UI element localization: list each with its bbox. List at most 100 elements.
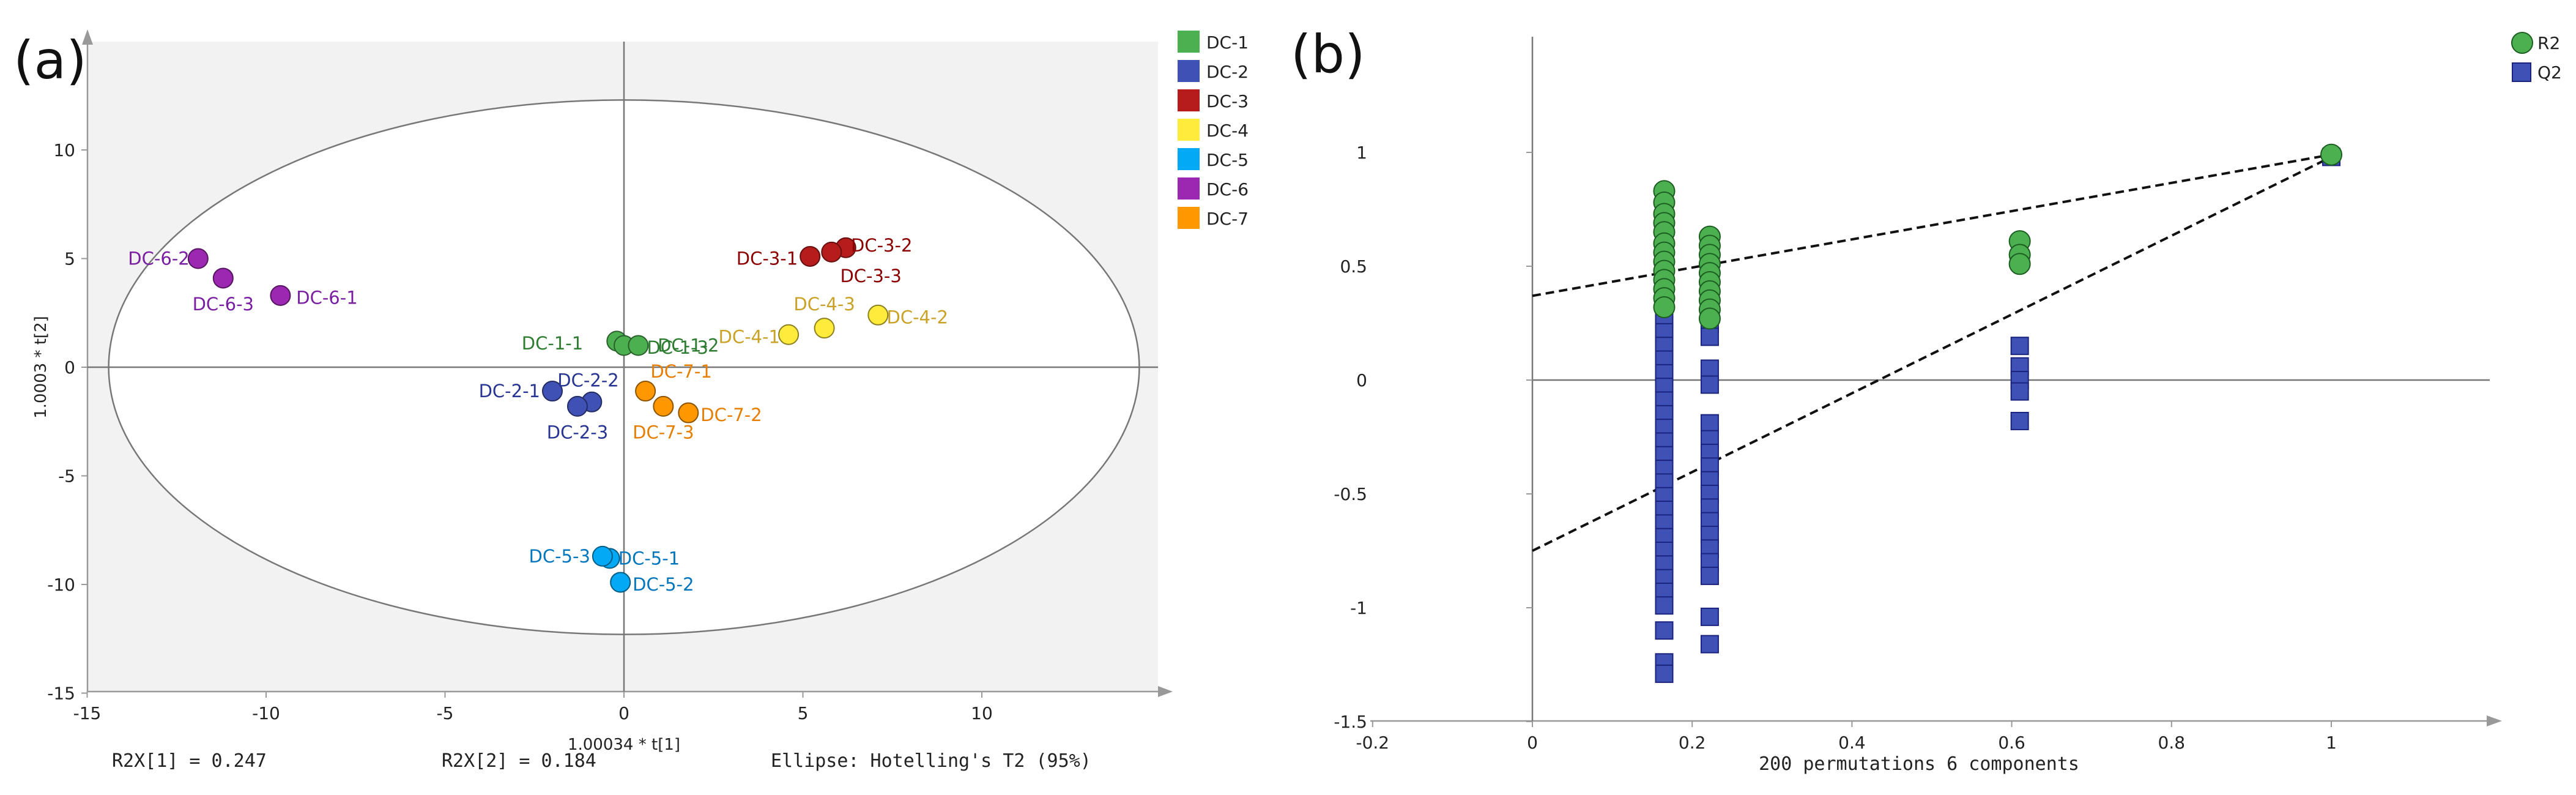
panel-a-point-dc-2-1 (542, 381, 563, 402)
panel-b-legend-marker-q2 (2512, 62, 2531, 82)
panel-a-point-label: DC-1-2 (658, 335, 719, 356)
panel-b-q2-point (1655, 621, 1674, 640)
panel-b-x-axis-arrow (2487, 715, 2502, 726)
panel-b-x-tick-label: 1 (2326, 733, 2337, 753)
panel-a-point-label: DC-3-3 (840, 266, 901, 286)
panel-a-x-tick-label: -10 (252, 703, 280, 723)
panel-b-y-tick-label: 0 (1356, 370, 1367, 390)
panel-a-point-label: DC-6-2 (128, 248, 189, 269)
panel-a-point-label: DC-1-1 (522, 333, 583, 354)
panel-a-point-label: DC-7-2 (700, 405, 762, 425)
panel-a-point-label: DC-5-1 (618, 548, 680, 569)
panel-a-point-dc-7-2 (678, 402, 699, 424)
panel-a-legend-swatch-dc-7 (1178, 207, 1200, 229)
panel-b-legend-label: Q2 (2537, 62, 2562, 83)
panel-a-point-label: DC-2-1 (479, 381, 540, 401)
panel-a-legend-swatch-dc-1 (1178, 31, 1200, 53)
panel-a-point-label: DC-6-3 (193, 294, 254, 315)
panel-b-y-tick-label: 0.5 (1340, 256, 1367, 277)
panel-b-r2-point (2008, 253, 2031, 275)
panel-a-point-dc-7-1 (635, 381, 656, 402)
panel-b-x-tick-label: 0 (1527, 733, 1538, 753)
panel-a-point-label: DC-2-3 (547, 422, 608, 443)
panel-a-x-axis-arrow (1158, 686, 1173, 697)
panel-a-point-label: DC-7-3 (633, 422, 694, 443)
panel-b-x-tick-label: 0.2 (1679, 733, 1706, 753)
panel-b-r2-point (1698, 307, 1721, 330)
panel-b-x-tick-label: -0.2 (1356, 733, 1389, 753)
panel-a-r2x1-note: R2X[1] = 0.247 (112, 750, 267, 772)
panel-b-x-axis-label: 200 permutations 6 components (1759, 753, 2079, 775)
panel-a-point-dc-6-3 (212, 267, 234, 289)
panel-a-r2x2-note: R2X[2] = 0.184 (442, 750, 596, 772)
panel-a-label: (a) (13, 30, 87, 91)
panel-a-y-tick-label: 5 (64, 249, 75, 269)
panel-b-q2-point (1700, 375, 1719, 394)
panel-a-point-label: DC-5-3 (529, 546, 590, 567)
panel-a-point-label: DC-1-3 (647, 337, 708, 358)
panel-b-regression-line-r2 (1532, 153, 2332, 297)
panel-b-q2-point (1700, 327, 1719, 346)
panel-b-q2-point (1700, 635, 1719, 654)
panel-a-point-dc-4-2 (867, 304, 889, 326)
panel-a-point-dc-3-3 (821, 241, 842, 263)
panel-a-point-label: DC-4-2 (886, 307, 948, 327)
panel-b-y-tick-label: -1.5 (1334, 712, 1367, 732)
panel-a-point-label: DC-5-2 (633, 574, 694, 595)
panel-a-x-tick-label: 10 (971, 703, 993, 723)
panel-b-x-tick-label: 0.6 (1998, 733, 2025, 753)
panel-a-point-label: DC-2-2 (557, 370, 618, 390)
panel-a-y-tick-label: -15 (47, 684, 75, 704)
panel-a-y-axis-arrow (82, 29, 93, 45)
panel-a-legend-swatch-dc-4 (1178, 119, 1200, 141)
panel-b-q2-point (1655, 664, 1674, 683)
panel-a-legend-label: DC-4 (1206, 121, 1249, 141)
panel-a-pca-score-plot: (a) -15 -10 -5 0 5 10 -15 -10 -5 0 5 10 DC-1-1 DC-1-… (13, 29, 1249, 772)
panel-a-point-dc-6-1 (270, 285, 291, 306)
panel-a-legend-label: DC-1 (1206, 32, 1249, 53)
panel-a-x-axis-label: 1.00034 * t[1] (568, 736, 680, 754)
panel-b-permutation-plot: (b) -0.2 0 0.2 0.4 0.6 0.8 1 -1.5 -1 -0.5 0 0.5 1 20… (1291, 24, 2562, 775)
panel-b-q2-point (1700, 607, 1719, 626)
panel-b-q2-point (2010, 337, 2029, 356)
panel-b-label: (b) (1291, 24, 1365, 85)
panel-b-q2-point (1655, 596, 1674, 615)
panel-a-legend-swatch-dc-3 (1178, 89, 1200, 111)
panel-b-y-tick-label: 1 (1356, 143, 1367, 163)
panel-a-y-tick-label: 10 (53, 140, 75, 160)
panel-a-point-label: DC-3-1 (737, 248, 798, 269)
panel-a-legend-label: DC-2 (1206, 62, 1249, 82)
panel-a-legend-label: DC-3 (1206, 91, 1249, 111)
panel-b-r2-point (1653, 296, 1676, 318)
panel-a-x-tick-label: 5 (798, 703, 809, 723)
panel-a-legend-label: DC-7 (1206, 209, 1249, 229)
panel-a-point-dc-7-3 (653, 395, 674, 417)
panel-b-regression-line-q2 (1532, 155, 2332, 552)
panel-a-point-dc-1-3 (628, 335, 649, 356)
panel-a-x-tick-label: -5 (437, 703, 454, 723)
panel-b-q2-point (1700, 359, 1719, 378)
panel-a-legend-swatch-dc-6 (1178, 177, 1200, 200)
panel-a-x-tick-label: 0 (618, 703, 629, 723)
panel-a-point-dc-3-1 (800, 245, 821, 267)
panel-a-legend: DC-1 DC-2 DC-3 DC-4 DC-5 DC-6 DC-7 (1178, 31, 1249, 229)
panel-a-ellipse-note: Ellipse: Hotelling's T2 (95%) (771, 750, 1091, 772)
panel-b-x-tick-label: 0.8 (2158, 733, 2186, 753)
panel-a-point-dc-6-2 (187, 248, 209, 269)
panel-b-r2-point (2320, 143, 2342, 166)
panel-b-q2-point (2010, 382, 2029, 401)
panel-b-x-tick-label: 0.4 (1838, 733, 1866, 753)
panel-a-y-axis-label: 1.0003 * t[2] (32, 316, 50, 419)
panel-a-point-label: DC-4-3 (793, 294, 855, 315)
panel-a-point-dc-5-3 (592, 545, 613, 567)
panel-a-legend-swatch-dc-5 (1178, 148, 1200, 170)
panel-b-y-tick-label: -0.5 (1334, 484, 1367, 504)
panel-a-point-label: DC-7-1 (650, 361, 711, 382)
panel-b-q2-point (1700, 566, 1719, 585)
panel-a-point-dc-4-1 (778, 324, 800, 345)
panel-b-legend-marker-r2 (2511, 32, 2533, 54)
panel-a-legend-label: DC-5 (1206, 150, 1249, 170)
panel-b-q2-point (1700, 414, 1719, 433)
